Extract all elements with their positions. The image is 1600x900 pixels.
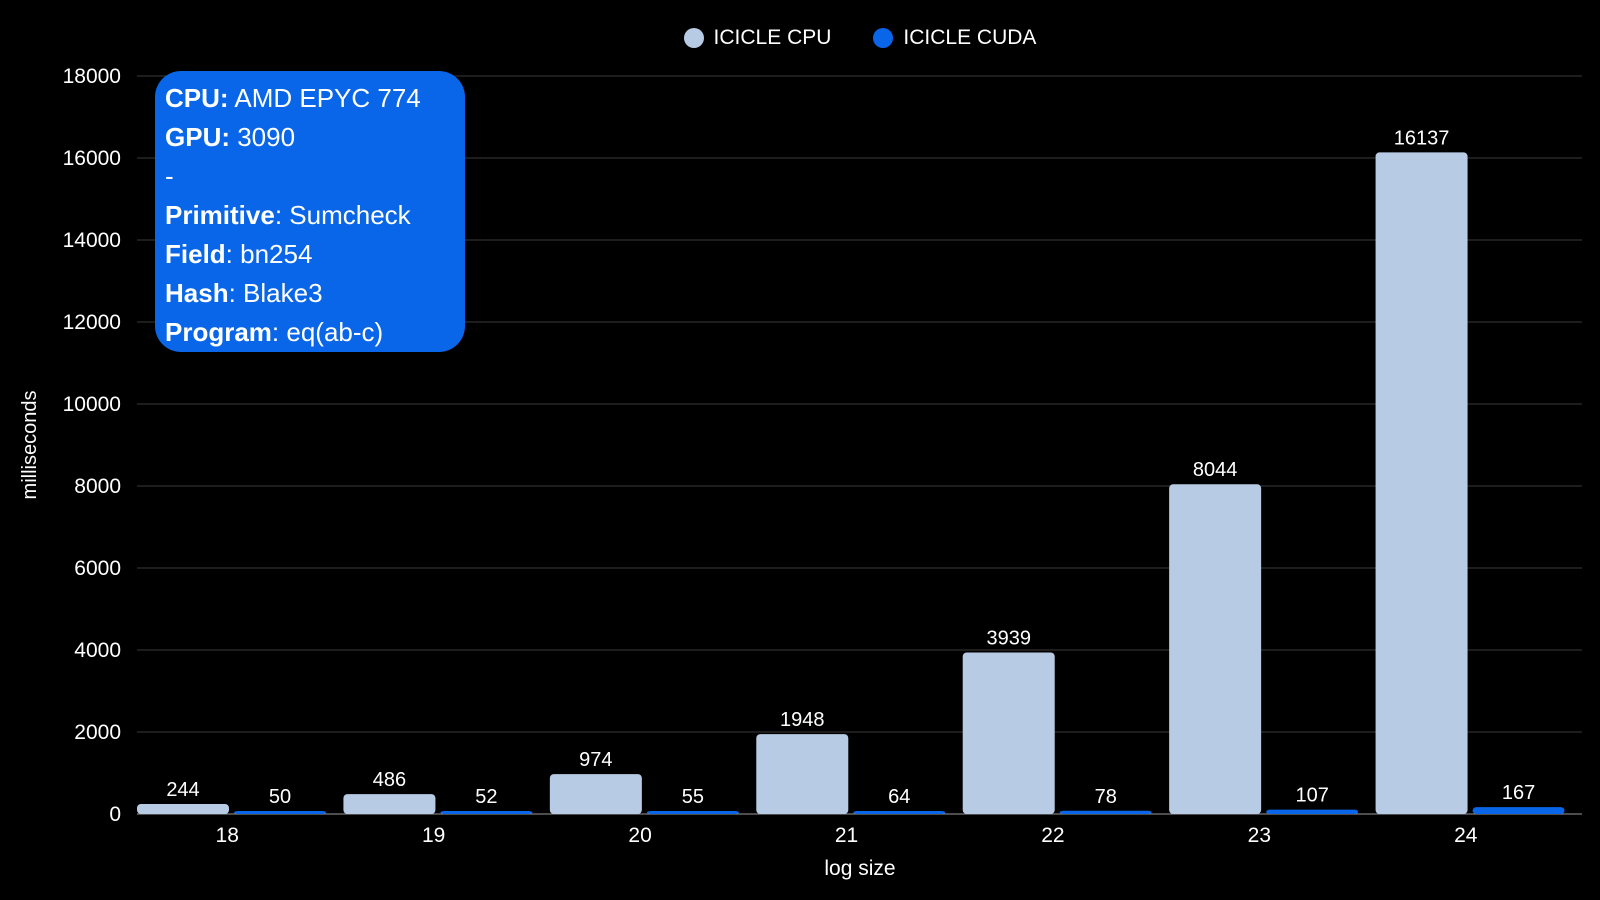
info-key: Field [165,239,226,269]
y-tick-label: 16000 [63,147,121,170]
legend-label-cuda: ICICLE CUDA [903,26,1037,49]
bar-icicle-cuda[interactable] [1266,809,1359,814]
info-value: AMD EPYC 774 [228,83,421,113]
bar-icicle-cuda[interactable] [440,811,533,814]
bar-icicle-cuda[interactable] [1059,810,1152,814]
info-line-primitive: Primitive: Sumcheck [165,196,455,235]
y-tick-label: 8000 [74,475,121,498]
bar-icicle-cuda[interactable] [853,811,946,814]
hardware-info-box: CPU: AMD EPYC 774 GPU: 3090 - Primitive:… [155,71,465,352]
data-label: 1948 [780,709,825,731]
legend-label-cpu: ICICLE CPU [713,26,832,49]
data-label: 244 [166,779,199,801]
data-label: 3939 [986,628,1031,650]
x-axis-label: log size [824,857,895,880]
info-value: - [165,161,174,191]
info-line-program: Program: eq(ab-c) [165,313,455,352]
info-line-cpu: CPU: AMD EPYC 774 [165,79,455,118]
legend-swatch-cpu [683,28,704,48]
info-key: Program [165,317,272,347]
y-tick-label: 14000 [63,229,121,252]
bar-icicle-cuda[interactable] [646,811,739,814]
data-label: 8044 [1193,459,1238,481]
data-label: 78 [1095,786,1117,808]
data-label: 55 [682,786,704,808]
data-label: 107 [1295,785,1328,807]
x-tick-label: 23 [1248,824,1271,847]
data-label: 167 [1502,782,1535,804]
data-label: 50 [269,786,291,808]
x-tick-label: 21 [835,824,858,847]
y-tick-label: 4000 [74,639,121,662]
bars [137,152,1565,814]
info-line-separator: - [165,157,455,196]
x-tick-label: 22 [1041,824,1064,847]
y-tick-label: 18000 [63,65,121,88]
y-tick-label: 6000 [74,557,121,580]
info-value: : Sumcheck [274,200,411,230]
info-value: : Blake3 [228,278,323,308]
legend-swatch-cuda [873,28,894,48]
bar-icicle-cuda[interactable] [1472,807,1565,814]
info-value: : eq(ab-c) [271,317,384,347]
x-tick-label: 18 [216,824,239,847]
bar-icicle-cpu[interactable] [549,774,642,814]
x-tick-label: 19 [422,824,445,847]
x-tick-label: 24 [1454,824,1478,847]
bar-icicle-cpu[interactable] [756,734,849,814]
bar-icicle-cpu[interactable] [343,794,436,814]
legend: ICICLE CPU ICICLE CUDA [0,26,1600,50]
info-line-field: Field: bn254 [165,235,455,274]
y-tick-label: 12000 [63,311,121,334]
y-tick-label: 10000 [63,393,121,416]
info-key: GPU: [165,122,230,152]
legend-item-cpu[interactable]: ICICLE CPU [683,26,832,50]
info-line-hash: Hash: Blake3 [165,274,455,313]
bar-icicle-cpu[interactable] [1169,484,1262,814]
info-key: CPU: [165,83,229,113]
data-label: 974 [579,749,612,771]
info-key: Primitive [165,200,275,230]
data-label: 64 [888,786,910,808]
legend-item-cuda[interactable]: ICICLE CUDA [873,26,1036,50]
info-key: Hash [165,278,229,308]
y-tick-label: 0 [109,803,121,826]
y-axis-ticks: 0 2000 4000 6000 8000 10000 12000 14000 16000 180… [63,65,121,826]
info-line-gpu: GPU: 3090 [165,118,455,157]
data-label: 52 [475,786,497,808]
bar-icicle-cpu[interactable] [137,803,229,814]
info-value: : bn254 [225,239,313,269]
bar-icicle-cpu[interactable] [962,652,1055,814]
data-labels: 244 50 486 52 974 55 1948 64 3939 78 8044 107 16137 1… [166,127,1535,808]
data-label: 16137 [1394,127,1450,149]
x-axis-ticks: 18 19 20 21 22 23 24 [216,824,1478,847]
bar-icicle-cuda[interactable] [234,811,326,814]
x-tick-label: 20 [628,824,651,847]
info-value: 3090 [230,122,296,152]
y-tick-label: 2000 [74,721,121,744]
data-label: 486 [373,769,406,791]
bar-icicle-cpu[interactable] [1375,152,1468,814]
y-axis-label: milliseconds [19,391,41,500]
